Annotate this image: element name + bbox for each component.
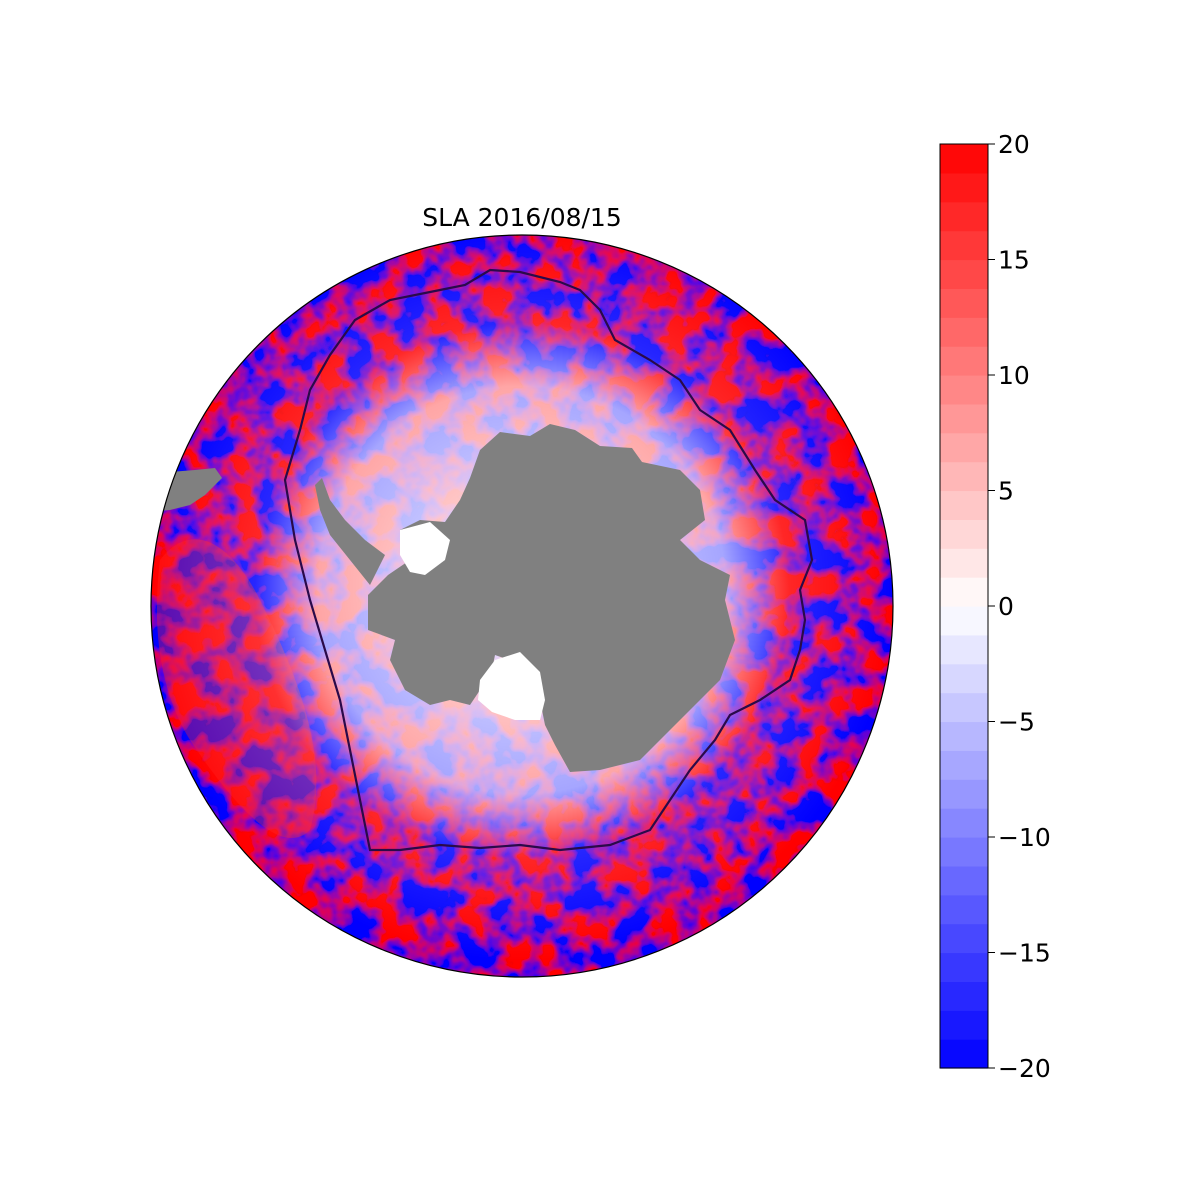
colorbar-segment — [940, 346, 988, 376]
colorbar-tick-label: −5 — [998, 708, 1035, 737]
colorbar: 20 15 10 5 0 −5 −10 −15 −20 — [939, 130, 1051, 1083]
colorbar-segment — [940, 490, 988, 520]
colorbar-tick-label: 15 — [998, 246, 1030, 275]
colorbar-segment — [940, 663, 988, 694]
colorbar-segment — [940, 201, 988, 232]
colorbar-segment — [940, 837, 988, 867]
sla-map — [151, 235, 893, 977]
colorbar-segment — [940, 172, 988, 203]
colorbar-tick-label: 5 — [998, 477, 1014, 506]
colorbar-tick-label: 0 — [998, 592, 1014, 621]
polar-front-contour — [283, 268, 814, 852]
colorbar-segment — [940, 1039, 988, 1069]
colorbar-segment — [940, 692, 988, 723]
colorbar-segment — [940, 750, 988, 780]
colorbar-tick-label: −10 — [998, 823, 1051, 852]
map-title: SLA 2016/08/15 — [422, 203, 622, 232]
colorbar-tick-label: −20 — [998, 1054, 1051, 1083]
colorbar-segment — [940, 606, 988, 636]
colorbar-segment — [940, 230, 988, 261]
colorbar-segment — [940, 577, 988, 607]
weddell-ice-shelf — [400, 522, 450, 575]
colorbar-segment — [940, 259, 988, 289]
colorbar-segment — [940, 894, 988, 925]
colorbar-segment — [940, 923, 988, 954]
antarctic-peninsula — [315, 478, 385, 585]
colorbar-segment — [940, 403, 988, 434]
colorbar-segment — [940, 808, 988, 838]
colorbar-tick-label: 20 — [998, 130, 1030, 159]
colorbar-segment — [940, 519, 988, 549]
colorbar-segment — [940, 1010, 988, 1040]
colorbar-segment — [940, 952, 988, 982]
colorbar-segment — [940, 548, 988, 578]
colorbar-segment — [940, 634, 988, 665]
colorbar-segment — [940, 317, 988, 347]
colorbar-tick-label: −15 — [998, 939, 1051, 968]
antarctica-land — [368, 424, 735, 772]
colorbar-segment — [940, 432, 988, 463]
colorbar-segment — [940, 779, 988, 809]
colorbar-segment — [940, 375, 988, 405]
colorbar-segment — [940, 144, 988, 174]
colorbar-segment — [940, 461, 988, 492]
map-boundary — [150, 234, 894, 978]
colorbar-segment — [940, 721, 988, 751]
colorbar-tick-label: 10 — [998, 361, 1030, 390]
colorbar-segment — [940, 865, 988, 896]
ross-ice-shelf — [478, 652, 545, 720]
colorbar-segment — [940, 981, 988, 1011]
colorbar-segment — [940, 288, 988, 318]
